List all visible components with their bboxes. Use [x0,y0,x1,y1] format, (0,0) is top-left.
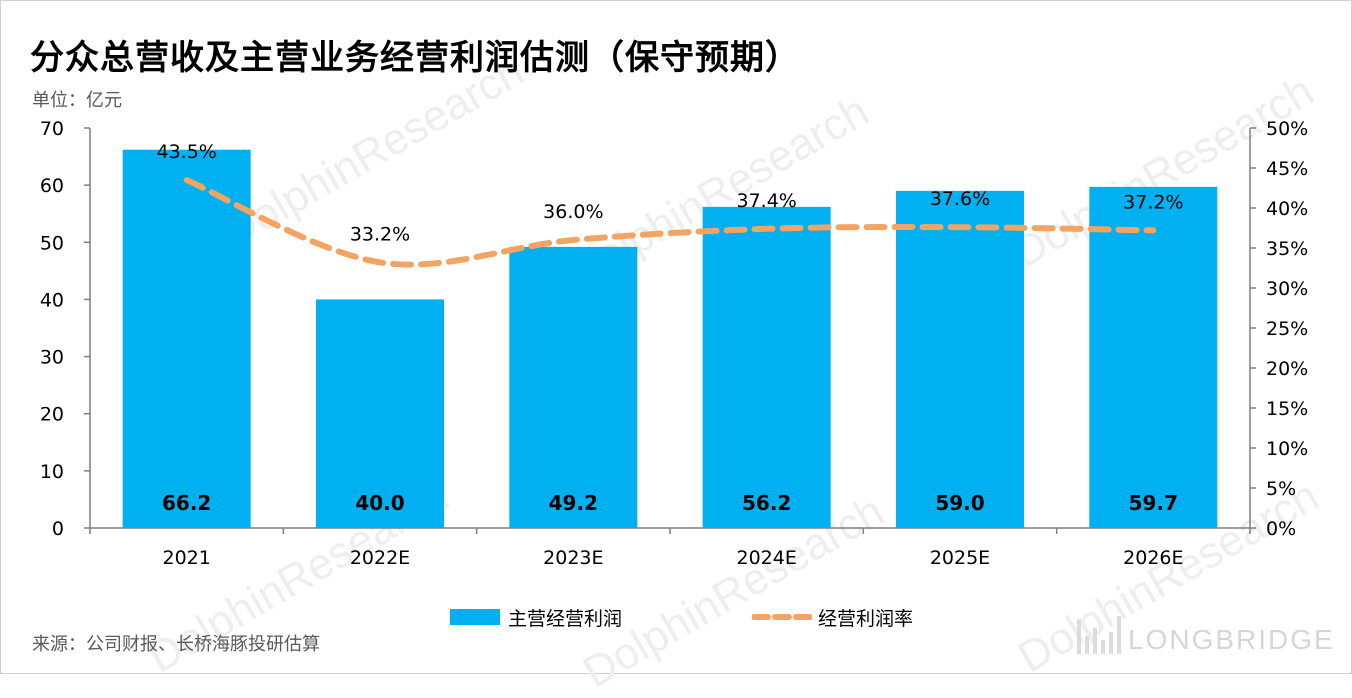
bar-value-label: 59.0 [935,491,984,515]
y-right-tick-label: 20% [1266,358,1308,380]
legend-label-line: 经营利润率 [818,607,914,630]
legend-swatch-bar [450,609,500,625]
y-left-tick-label: 60 [40,175,64,197]
y-right-tick-label: 50% [1266,118,1308,140]
y-right-tick-label: 30% [1266,278,1308,300]
chart-title: 分众总营收及主营业务经营利润估测（保守预期） [30,38,800,78]
y-left-tick-label: 10 [40,461,64,483]
bar [702,206,831,528]
y-right-tick-label: 35% [1266,238,1308,260]
x-tick-label: 2022E [350,547,410,569]
bar [896,190,1024,528]
bar-value-label: 49.2 [549,491,598,515]
x-tick-label: 2023E [543,547,603,569]
line-value-label: 37.4% [736,190,796,212]
line-value-label: 37.2% [1123,191,1183,213]
bar [1089,186,1218,528]
y-left-tick-label: 50 [40,232,64,254]
bar [122,149,251,528]
y-right-tick-label: 10% [1266,438,1308,460]
legend-item-line: 经营利润率 [752,602,913,632]
x-tick-label: 2026E [1123,547,1183,569]
y-left-tick-label: 20 [40,404,64,426]
line-value-label: 33.2% [350,223,410,245]
bar [316,299,444,528]
bar [509,246,638,528]
x-tick-label: 2024E [736,547,796,569]
bar-value-label: 56.2 [742,491,791,515]
source-note: 来源：公司财报、长桥海豚投研估算 [32,634,320,655]
unit-label: 单位：亿元 [32,90,122,111]
longbridge-logo-icon [1077,616,1121,654]
bar-value-label: 66.2 [162,491,211,515]
legend-item-bar: 主营经营利润 [450,602,622,632]
y-right-tick-label: 45% [1266,158,1308,180]
line-value-label: 43.5% [156,141,216,163]
y-right-tick-label: 5% [1266,478,1296,500]
y-right-tick-label: 0% [1266,518,1296,540]
line-value-label: 37.6% [930,188,990,210]
combo-chart: 0 10 20 30 40 50 60 70 0% 5% 10% 15% 20% 25% 30% 35% 40%… [40,118,1308,569]
y-left-tick-label: 30 [40,347,64,369]
x-tick-label: 2021 [162,547,210,569]
legend-swatch-line [752,614,812,620]
y-right-tick-label: 15% [1266,398,1308,420]
bar-value-label: 40.0 [355,491,404,515]
y-left-tick-label: 70 [40,118,64,140]
y-right-tick-label: 25% [1266,318,1308,340]
line-value-label: 36.0% [543,201,603,223]
longbridge-wordmark: LONGBRIDGE [1128,624,1335,655]
bar-value-label: 59.7 [1129,491,1178,515]
y-left-tick-label: 0 [52,518,64,540]
x-tick-label: 2025E [930,547,990,569]
y-left-tick-label: 40 [40,289,64,311]
legend-label-bar: 主营经营利润 [508,607,623,630]
y-right-tick-label: 40% [1266,198,1308,220]
margin-line [183,177,1157,268]
